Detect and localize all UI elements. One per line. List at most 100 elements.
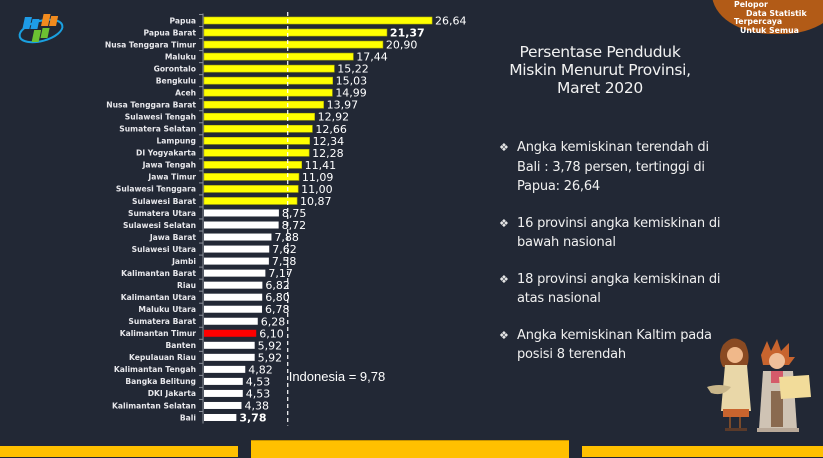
value-label: 10,87 <box>300 195 332 208</box>
value-label: 6,80 <box>265 291 290 304</box>
value-label: 15,03 <box>336 75 368 88</box>
title-line: Persentase Penduduk <box>519 43 681 61</box>
bar <box>204 341 255 349</box>
category-label: Kalimantan Timur <box>120 329 197 338</box>
bar <box>203 197 298 205</box>
poverty-bar-chart: Papua Papua Barat Nusa Tenggara Timur Maluk… <box>105 12 467 426</box>
category-label: Bengkulu <box>156 76 196 85</box>
value-label: 6,28 <box>261 315 286 328</box>
category-label: Jawa Timur <box>147 173 196 182</box>
diamond-cluster-icon: ❖ <box>499 272 509 286</box>
footer-strip-middle <box>251 440 569 458</box>
bps-logo-icon <box>18 14 64 44</box>
bar <box>204 353 255 361</box>
bullet-text: 16 provinsi angka kemiskinan di bawah na… <box>517 215 721 251</box>
slide-title: Persentase Penduduk Miskin Menurut Provi… <box>500 43 700 97</box>
diamond-cluster-icon: ❖ <box>499 141 509 154</box>
value-label: 7,17 <box>268 267 293 280</box>
bullet-item: ❖ 18 provinsi angka kemiskinan di atas na… <box>497 270 727 309</box>
bar <box>203 52 354 61</box>
category-label: Papua <box>170 16 196 25</box>
bar <box>204 233 272 241</box>
bar <box>203 100 324 109</box>
category-label: Nusa Tenggara Barat <box>106 101 196 110</box>
category-label: Bali <box>180 413 196 422</box>
category-label: Sumatera Barat <box>128 317 196 326</box>
bar <box>203 16 433 25</box>
category-label: Sulawesi Barat <box>132 197 196 206</box>
value-label: 12,28 <box>312 147 344 160</box>
category-label: Kalimantan Utara <box>121 293 196 302</box>
bar <box>204 221 279 229</box>
bar <box>204 413 237 421</box>
bar <box>203 185 299 193</box>
tagline-line: Pelopor <box>734 0 768 9</box>
value-label: 13,97 <box>327 99 359 112</box>
bar <box>204 317 258 325</box>
footer-strip-left <box>0 446 238 457</box>
category-label: Riau <box>177 281 196 290</box>
category-label: Banten <box>165 341 196 350</box>
value-label: 20,90 <box>386 39 418 52</box>
value-label: 12,34 <box>313 135 345 148</box>
category-label: Sulawesi Selatan <box>123 221 196 230</box>
poor-people-illustration-icon <box>707 338 811 432</box>
value-label: 11,09 <box>302 171 334 184</box>
category-label: Kalimantan Selatan <box>112 401 196 410</box>
tagline-line: Terpercaya <box>734 17 783 27</box>
bullet-item: ❖ 16 provinsi angka kemiskinan di bawah n… <box>497 214 727 253</box>
category-label: Papua Barat <box>143 28 196 37</box>
value-label: 4,53 <box>246 375 271 388</box>
diamond-cluster-icon: ❖ <box>499 216 509 230</box>
category-label: DI Yogyakarta <box>136 149 196 158</box>
bar <box>203 149 310 157</box>
bar <box>203 76 333 85</box>
bullet-text: Angka kemiskinan Kaltim pada posisi 8 te… <box>517 327 712 363</box>
bar <box>203 40 384 49</box>
value-label: 7,88 <box>274 231 299 244</box>
bar <box>204 401 242 409</box>
category-label: Sumatera Selatan <box>119 125 196 134</box>
value-label: 14,99 <box>335 87 367 100</box>
value-label: 4,38 <box>244 399 269 412</box>
category-label: Lampung <box>156 137 196 146</box>
value-label: 15,22 <box>337 63 369 76</box>
bar <box>204 365 246 373</box>
category-label: Jambi <box>171 257 196 266</box>
category-label: Bangka Belitung <box>125 377 196 386</box>
value-label: 7,62 <box>272 243 297 256</box>
bar <box>203 161 302 169</box>
bullet-text: 18 provinsi angka kemiskinan di atas nas… <box>517 271 721 307</box>
bar <box>204 293 263 301</box>
bar <box>204 377 243 385</box>
category-label: Kalimantan Barat <box>121 269 196 278</box>
value-label: 12,66 <box>315 123 347 136</box>
value-label: 7,58 <box>272 255 297 268</box>
bar <box>204 209 279 217</box>
category-label: Kepulauan Riau <box>129 353 196 362</box>
tagline-text: Pelopor Data Statistik Terpercaya Untuk … <box>734 0 807 35</box>
value-label: 11,41 <box>305 159 337 172</box>
value-label: 4,82 <box>248 363 273 376</box>
category-label: DKI Jakarta <box>148 389 196 398</box>
value-label: 3,78 <box>239 411 266 424</box>
bar <box>204 389 243 397</box>
category-label: Sumatera Utara <box>128 209 196 218</box>
bar <box>204 269 266 277</box>
bar <box>203 88 333 97</box>
summary-bullet-list: ❖ Angka kemiskinan terendah di Bali : 3,7… <box>497 138 727 382</box>
title-line: Maret 2020 <box>557 79 643 97</box>
value-label: 12,92 <box>318 111 350 124</box>
tagline-line: Untuk Semua <box>740 25 799 35</box>
bar <box>204 245 270 253</box>
bar <box>204 257 269 265</box>
category-label: Sulawesi Tengah <box>125 113 196 122</box>
value-label: 6,78 <box>265 303 290 316</box>
category-label: Aceh <box>175 88 196 97</box>
bar <box>203 124 313 133</box>
bar <box>204 305 263 313</box>
tagline-line: Data Statistik <box>746 8 807 18</box>
bar <box>203 173 300 181</box>
bullet-text: Angka kemiskinan terendah di Bali : 3,78… <box>517 140 709 194</box>
value-label: 5,92 <box>258 339 283 352</box>
